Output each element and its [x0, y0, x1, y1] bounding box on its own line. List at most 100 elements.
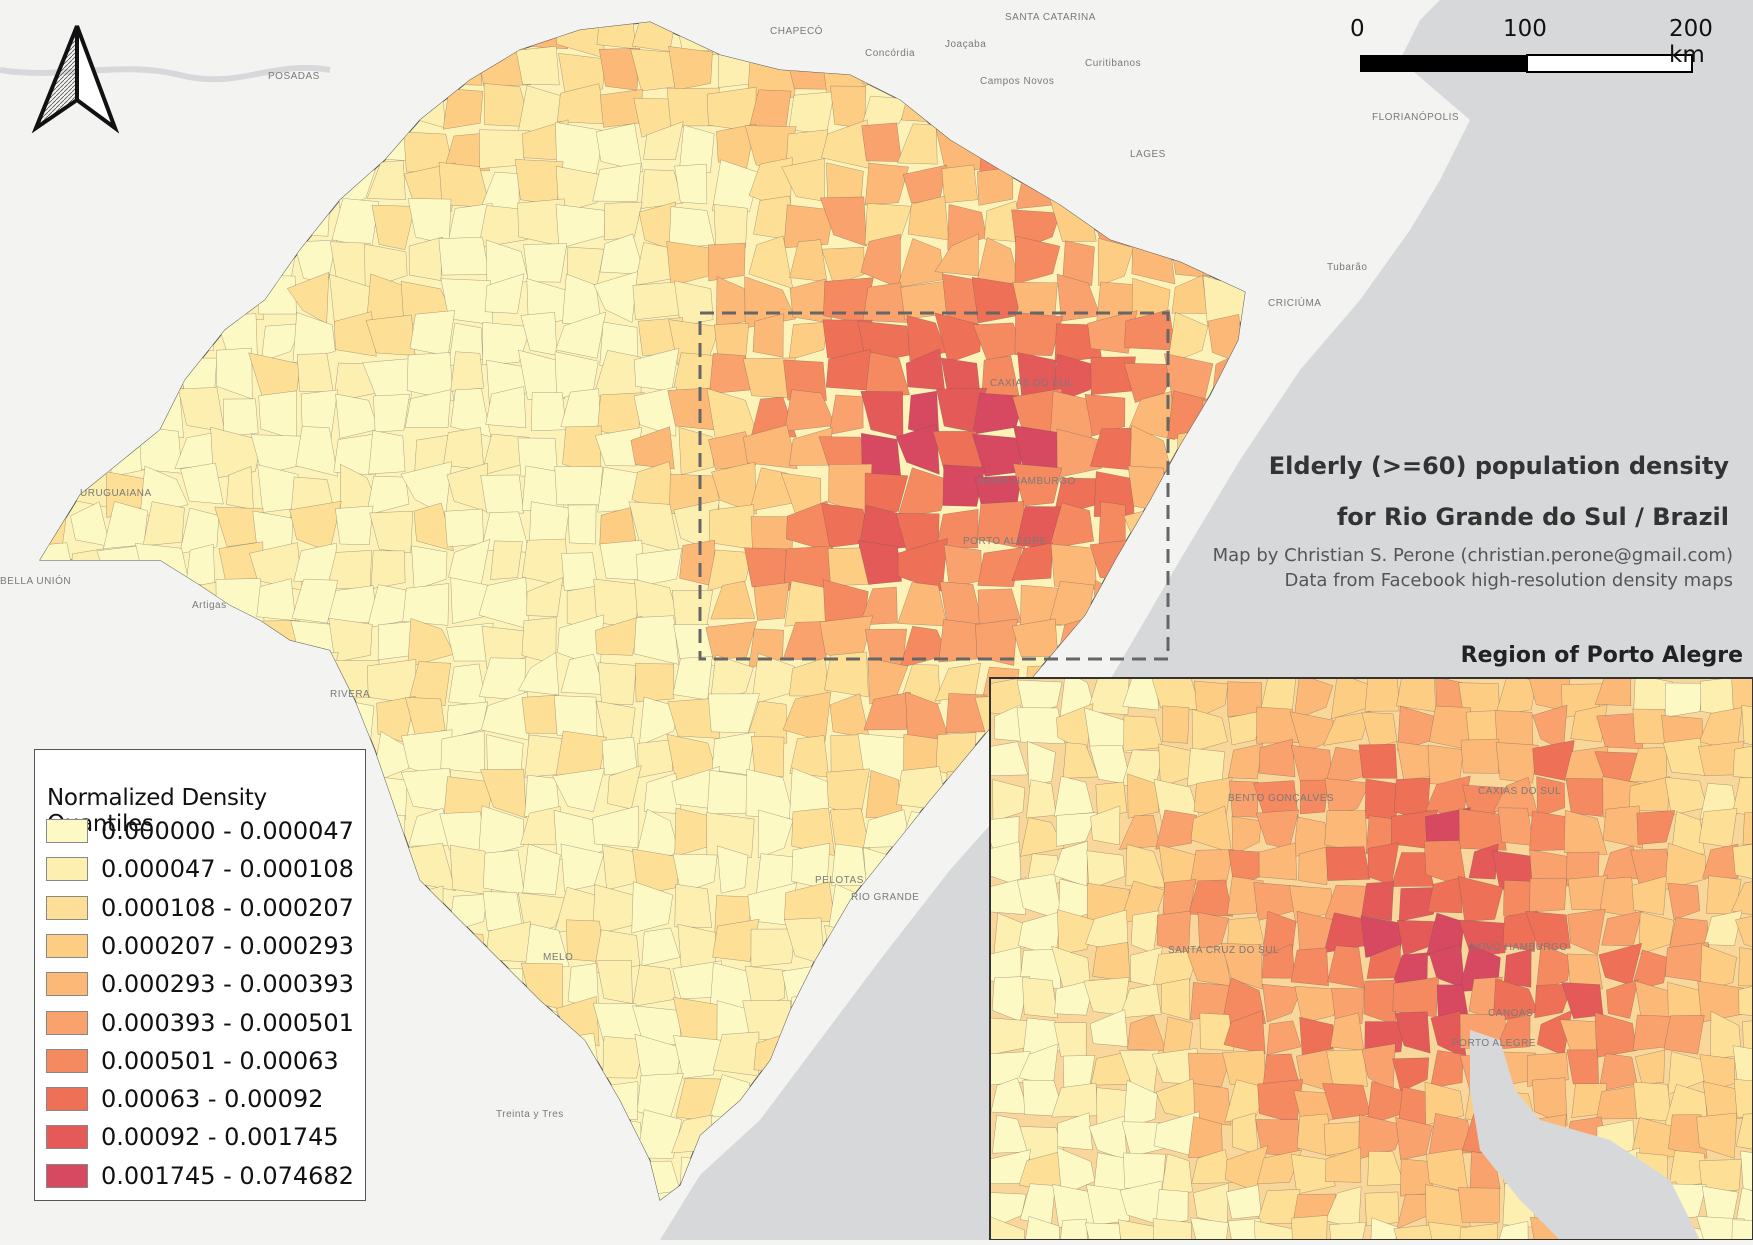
municipality-polygon	[744, 700, 788, 744]
municipality-polygon	[709, 654, 754, 706]
municipality-polygon	[1300, 779, 1329, 815]
municipality-polygon	[1664, 842, 1706, 891]
municipality-polygon	[1128, 391, 1176, 440]
municipality-polygon	[1026, 740, 1056, 787]
municipality-polygon	[1324, 746, 1371, 788]
municipality-polygon	[1123, 1079, 1158, 1129]
label-inset-santa-cruz: SANTA CRUZ DO SUL	[1168, 945, 1279, 956]
legend-label: 0.00092 - 0.001745	[101, 1123, 339, 1152]
municipality-polygon	[328, 617, 373, 663]
municipality-polygon	[1602, 805, 1644, 849]
municipality-polygon	[1361, 881, 1394, 921]
label-criciuma: CRICIÚMA	[1268, 296, 1321, 309]
municipality-polygon	[711, 461, 757, 515]
municipality-polygon	[408, 236, 443, 281]
municipality-polygon	[977, 547, 1023, 588]
municipality-polygon	[1535, 944, 1572, 992]
label-lages: LAGES	[1130, 149, 1166, 160]
legend-label: 0.000293 - 0.000393	[101, 970, 354, 999]
municipality-polygon	[1736, 1113, 1753, 1150]
municipality-polygon	[1293, 678, 1334, 721]
municipality-polygon	[1026, 779, 1057, 819]
label-porto-alegre: PORTO ALEGRE	[963, 536, 1047, 547]
municipality-polygon	[1599, 876, 1637, 919]
municipality-polygon	[1191, 708, 1228, 752]
municipality-polygon	[1735, 915, 1753, 948]
municipality-polygon	[1699, 944, 1737, 992]
municipality-polygon	[742, 424, 798, 470]
municipality-polygon	[602, 845, 638, 891]
legend-swatch	[46, 972, 88, 997]
municipality-polygon	[1596, 1084, 1643, 1120]
legend-swatch	[46, 1010, 88, 1035]
municipality-polygon	[637, 739, 673, 778]
legend-label: 0.000108 - 0.000207	[101, 893, 354, 922]
municipality-polygon	[1167, 311, 1209, 365]
municipality-polygon	[1741, 705, 1753, 746]
municipality-polygon	[560, 843, 605, 892]
municipality-polygon	[708, 242, 746, 282]
municipality-polygon	[413, 502, 455, 552]
municipality-polygon	[632, 964, 676, 1007]
municipality-polygon	[368, 430, 406, 475]
municipality-polygon	[1152, 1218, 1192, 1240]
municipality-polygon	[1326, 1049, 1368, 1087]
municipality-polygon	[334, 505, 374, 546]
municipality-polygon	[1630, 949, 1668, 992]
municipality-polygon	[1012, 463, 1063, 507]
municipality-polygon	[1634, 1049, 1665, 1085]
label-joacaba: Joaçaba	[945, 39, 986, 50]
municipality-polygon	[1427, 1221, 1470, 1240]
municipality-polygon	[1062, 240, 1095, 286]
municipality-polygon	[223, 398, 259, 438]
municipality-polygon	[936, 508, 979, 549]
north-arrow-icon	[31, 25, 120, 134]
municipality-polygon	[180, 462, 224, 505]
municipality-polygon	[555, 122, 606, 174]
municipality-polygon	[179, 507, 220, 554]
municipality-polygon	[782, 691, 832, 743]
scale-label-200: 200 km	[1669, 16, 1713, 68]
municipality-polygon	[784, 580, 829, 627]
legend-swatch	[46, 1163, 88, 1188]
municipality-polygon	[678, 124, 715, 174]
municipality-polygon	[1742, 811, 1753, 846]
municipality-polygon	[1738, 985, 1753, 1016]
municipality-polygon	[1190, 1217, 1229, 1240]
legend-label: 0.00063 - 0.00092	[101, 1085, 324, 1114]
municipality-polygon	[757, 809, 794, 859]
legend-swatch	[46, 819, 88, 843]
municipality-polygon	[1738, 947, 1753, 987]
municipality-polygon	[1020, 817, 1065, 857]
municipality-polygon	[1458, 1187, 1500, 1223]
municipality-polygon	[1732, 1045, 1753, 1088]
municipality-polygon	[1636, 810, 1676, 845]
label-campos-novos: Campos Novos	[980, 76, 1054, 87]
municipality-polygon	[1565, 778, 1608, 817]
label-inset-canoas: CANOAS	[1488, 1008, 1533, 1019]
municipality-polygon	[1594, 1012, 1637, 1058]
municipality-polygon	[1231, 816, 1262, 856]
municipality-polygon	[705, 621, 758, 660]
municipality-polygon	[1731, 678, 1753, 714]
label-inset-porto-alegre: PORTO ALEGRE	[1452, 1038, 1536, 1049]
municipality-polygon	[1256, 1149, 1303, 1185]
municipality-polygon	[858, 586, 898, 626]
municipality-polygon	[1160, 978, 1191, 1021]
municipality-polygon	[1740, 1150, 1753, 1191]
municipality-polygon	[523, 243, 568, 283]
municipality-polygon	[555, 730, 607, 776]
municipality-polygon	[295, 426, 338, 477]
label-concordia: Concórdia	[865, 48, 915, 59]
municipality-polygon	[334, 311, 377, 357]
municipality-polygon	[643, 121, 684, 160]
municipality-polygon	[1364, 678, 1400, 712]
municipality-polygon	[1097, 237, 1134, 286]
municipality-polygon	[1468, 843, 1499, 880]
municipality-polygon	[1459, 1223, 1499, 1240]
municipality-polygon	[1361, 711, 1398, 749]
municipality-polygon	[711, 159, 760, 212]
municipality-polygon	[594, 427, 643, 467]
legend-label: 0.000501 - 0.00063	[101, 1046, 339, 1075]
